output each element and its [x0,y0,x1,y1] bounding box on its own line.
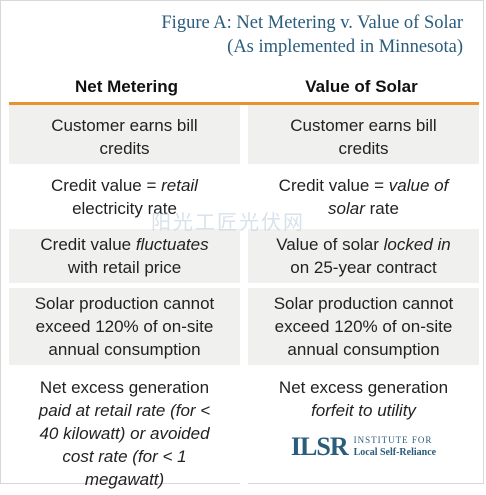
cell-text: annual consumption [48,340,201,359]
cell-emphasis: solar [328,199,365,218]
cell-emphasis: megawatt) [84,470,165,489]
cell-text: exceed 120% of on-site [274,317,453,336]
figure-title: Figure A: Net Metering v. Value of Solar… [161,11,463,59]
cell-net-metering: Solar production cannot exceed 120% of o… [9,288,244,365]
cell-text: annual consumption [287,340,440,359]
cell-text: Value of solar [276,235,384,254]
cell-text: Credit value = [51,176,162,195]
ilsr-logo-mark: ILSR [290,432,349,461]
cell-text: rate [364,199,399,218]
cell-emphasis: cost rate (for < 1 [62,447,187,466]
column-header-value-of-solar: Value of Solar [244,72,479,105]
cell-emphasis: value of [388,176,449,195]
cell-text: Net excess generation [39,378,210,397]
cell-net-metering: Net excess generation paid at retail rat… [9,370,244,495]
cell-text: credits [338,139,389,158]
cell-emphasis: paid at retail rate (for < [38,401,211,420]
ilsr-logo: ILSR INSTITUTE FOR Local Self-Reliance [251,432,476,461]
logo-line2: Local Self-Reliance [353,447,437,458]
cell-net-metering: Credit value fluctuates with retail pric… [9,229,244,283]
table-row: Credit value = retail electricity rate C… [9,169,479,224]
cell-text: Customer earns bill [290,116,437,135]
cell-emphasis: retail [161,176,198,195]
cell-text: Solar production cannot [34,294,215,313]
ilsr-logo-text: INSTITUTE FOR Local Self-Reliance [354,434,436,459]
cell-text: Credit value [40,235,136,254]
cell-text: exceed 120% of on-site [35,317,214,336]
cell-emphasis: fluctuates [135,235,209,254]
cell-value-of-solar: Value of solar locked in on 25-year cont… [244,229,479,283]
header-row: Net Metering Value of Solar [9,72,479,105]
cell-text: credits [99,139,150,158]
cell-text: electricity rate [72,199,177,218]
column-header-net-metering: Net Metering [9,72,244,105]
figure-title-line2: (As implemented in Minnesota) [227,37,463,57]
cell-emphasis: forfeit to utility [311,401,416,420]
cell-text: Credit value = [278,176,389,195]
table-row: Customer earns bill credits Customer ear… [9,105,479,164]
logo-line1: INSTITUTE FOR [353,435,433,445]
cell-text: with retail price [67,258,182,277]
cell-text: Net excess generation [278,378,449,397]
figure-title-line1: Figure A: Net Metering v. Value of Solar [161,13,463,33]
cell-emphasis: 40 kilowatt) or avoided [39,424,210,443]
table-row: Net excess generation paid at retail rat… [9,370,479,495]
cell-net-metering: Credit value = retail electricity rate [9,169,244,224]
comparison-table: Net Metering Value of Solar Customer ear… [9,72,479,495]
cell-text: Customer earns bill [51,116,198,135]
cell-net-metering: Customer earns bill credits [9,105,244,164]
cell-value-of-solar: Solar production cannot exceed 120% of o… [244,288,479,365]
table-row: Credit value fluctuates with retail pric… [9,229,479,283]
table-row: Solar production cannot exceed 120% of o… [9,288,479,365]
cell-value-of-solar: Net excess generation forfeit to utility… [244,370,479,495]
cell-emphasis: locked in [383,235,451,254]
cell-value-of-solar: Credit value = value of solar rate [244,169,479,224]
cell-text: on 25-year contract [290,258,437,277]
cell-value-of-solar: Customer earns bill credits [244,105,479,164]
cell-text: Solar production cannot [273,294,454,313]
